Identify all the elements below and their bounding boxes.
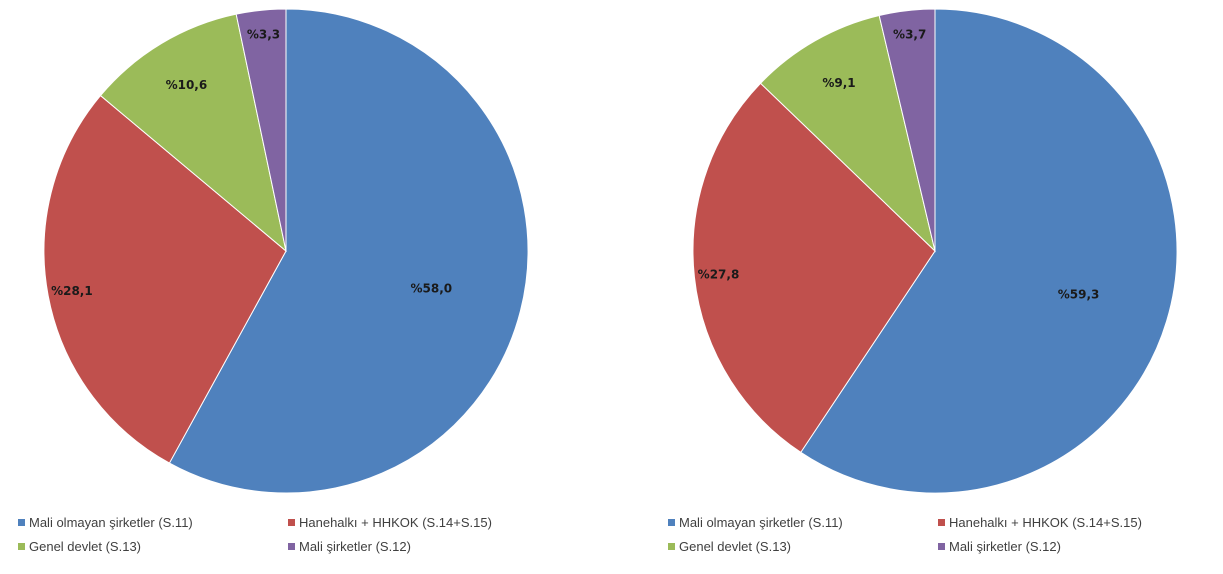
slice-hanehalki	[692, 82, 936, 454]
legend-item: Mali olmayan şirketler (S.11)	[18, 515, 288, 530]
data-label: %27,8	[698, 268, 740, 282]
slice-hanehalki	[43, 94, 287, 464]
legend-label: Mali şirketler (S.12)	[949, 539, 1061, 554]
legend-label: Mali şirketler (S.12)	[299, 539, 411, 554]
slice-mali-sirketler	[235, 8, 287, 252]
data-label: %58,0	[410, 281, 452, 295]
legend-label: Mali olmayan şirketler (S.11)	[679, 515, 843, 530]
legend-swatch	[18, 543, 25, 550]
legend-item: Genel devlet (S.13)	[18, 539, 288, 554]
slice-genel-devlet	[99, 13, 287, 253]
legend-label: Genel devlet (S.13)	[29, 539, 142, 554]
legend-item: Hanehalkı + HHKOK (S.14+S.15)	[938, 515, 1223, 530]
data-label: %28,1	[51, 284, 93, 298]
legend-left: Mali olmayan şirketler (S.11) Hanehalkı +…	[18, 515, 588, 554]
legend-label: Hanehalkı + HHKOK (S.14+S.15)	[949, 515, 1142, 530]
pie-chart-svg-left: %58,0 %28,1 %10,6 %3,3	[43, 8, 529, 494]
legend-swatch	[938, 543, 945, 550]
legend-item: Genel devlet (S.13)	[668, 539, 938, 554]
legend-item: Mali olmayan şirketler (S.11)	[668, 515, 938, 530]
legend-swatch	[668, 543, 675, 550]
legend-label: Genel devlet (S.13)	[679, 539, 792, 554]
legend-swatch	[668, 519, 675, 526]
data-label: %9,1	[822, 76, 855, 90]
slice-mali-olmayan	[800, 8, 1178, 494]
legend-swatch	[938, 519, 945, 526]
legend-swatch	[288, 543, 295, 550]
slice-mali-sirketler	[878, 8, 936, 252]
data-label: %59,3	[1058, 288, 1100, 302]
data-label: %3,3	[247, 27, 280, 41]
legend-swatch	[18, 519, 25, 526]
legend-item: Hanehalkı + HHKOK (S.14+S.15)	[288, 515, 588, 530]
legend-item: Mali şirketler (S.12)	[938, 539, 1223, 554]
data-label: %3,7	[893, 28, 926, 42]
pie-chart-right: %59,3 %27,8 %9,1 %3,7 Mali olmayan şirketle…	[612, 0, 1223, 574]
legend-label: Mali olmayan şirketler (S.11)	[29, 515, 193, 530]
legend-swatch	[288, 519, 295, 526]
legend-right: Mali olmayan şirketler (S.11) Hanehalkı +…	[668, 515, 1223, 554]
pie-chart-svg-right: %59,3 %27,8 %9,1 %3,7	[692, 8, 1178, 494]
legend-item: Mali şirketler (S.12)	[288, 539, 588, 554]
pie-chart-left: %58,0 %28,1 %10,6 %3,3 Mali olmayan şirketl…	[18, 8, 588, 554]
data-label: %10,6	[166, 78, 208, 92]
slice-mali-olmayan	[168, 8, 529, 494]
legend-label: Hanehalkı + HHKOK (S.14+S.15)	[299, 515, 492, 530]
slice-genel-devlet	[759, 14, 936, 253]
